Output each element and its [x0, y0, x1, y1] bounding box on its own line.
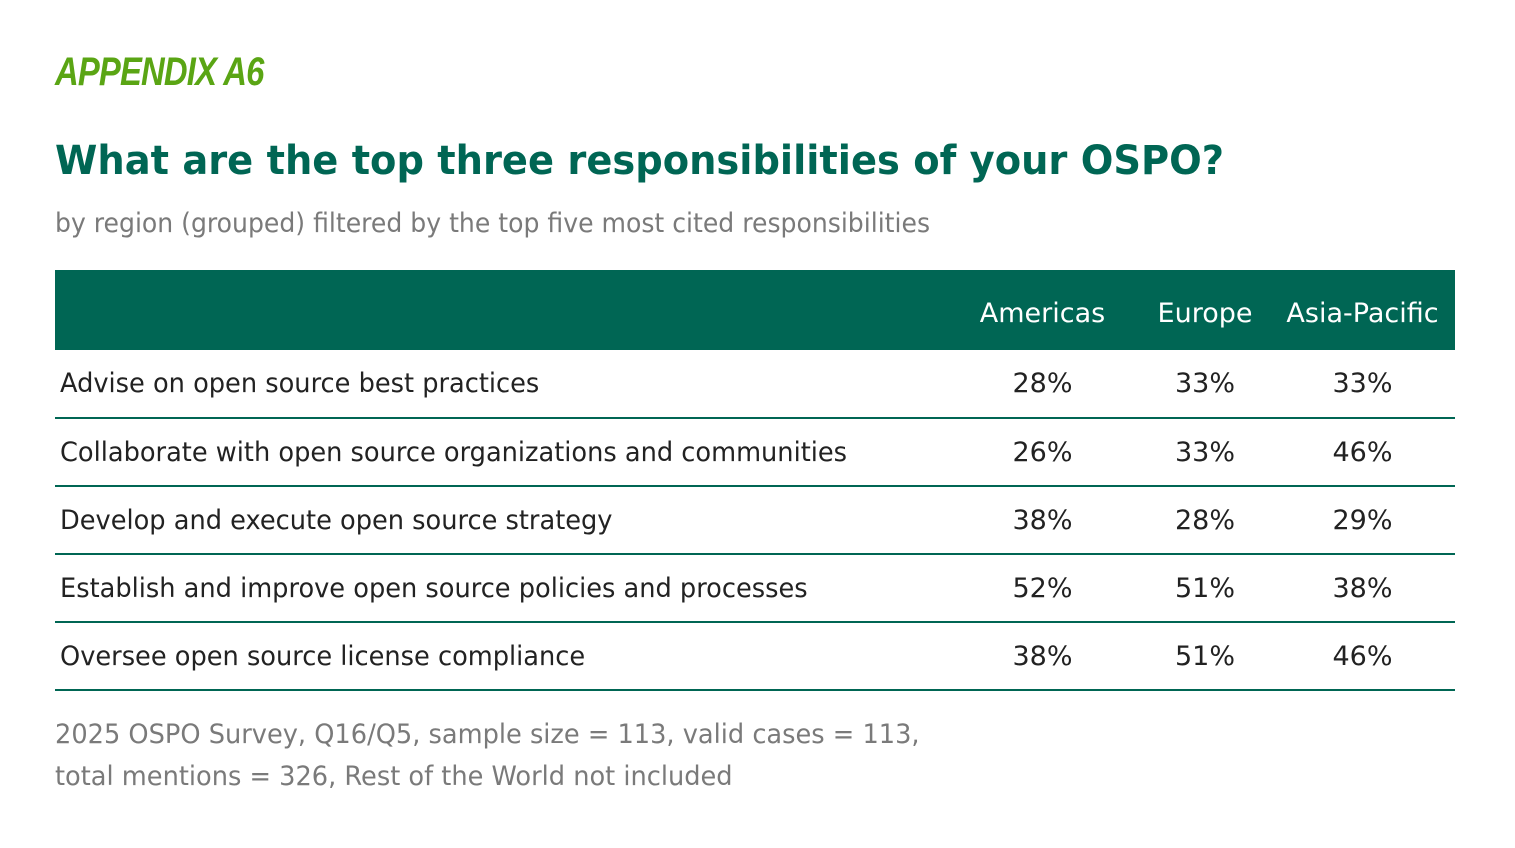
row-label-text: Oversee open source license compliance	[60, 640, 586, 672]
table-header-row: Americas Europe Asia-Pacific	[55, 270, 1455, 350]
asia-pacific-value: 33%	[1270, 350, 1455, 419]
table-row: Develop and execute open source strategy…	[55, 486, 1455, 555]
row-label: Collaborate with open source organizatio…	[55, 418, 945, 487]
row-label-text: Advise on open source best practices	[60, 368, 540, 399]
europe-value: 33%	[1140, 350, 1270, 419]
row-label-text: Develop and execute open source strategy	[60, 504, 613, 536]
page-title: What are the top three responsibilities …	[55, 138, 1225, 184]
row-label-text: Establish and improve open source polici…	[60, 572, 808, 604]
table-row: Advise on open source best practices 28%…	[55, 350, 1455, 419]
europe-value: 28%	[1140, 486, 1270, 555]
americas-value: 38%	[945, 622, 1140, 691]
footnote-line-1: 2025 OSPO Survey, Q16/Q5, sample size = …	[55, 719, 920, 750]
table-row: Oversee open source license compliance 3…	[55, 622, 1455, 691]
asia-pacific-value: 38%	[1270, 554, 1455, 623]
row-label-text: Collaborate with open source organizatio…	[60, 436, 848, 468]
americas-value: 38%	[945, 486, 1140, 555]
column-header-europe: Europe	[1140, 270, 1270, 350]
footnote: 2025 OSPO Survey, Q16/Q5, sample size = …	[55, 714, 965, 798]
europe-value: 51%	[1140, 554, 1270, 623]
responsibilities-table: Americas Europe Asia-Pacific Advise on o…	[55, 270, 1455, 691]
americas-value: 28%	[945, 350, 1140, 419]
table-row: Collaborate with open source organizatio…	[55, 418, 1455, 487]
column-header-americas: Americas	[945, 270, 1140, 350]
europe-value: 51%	[1140, 622, 1270, 691]
row-label: Develop and execute open source strategy	[55, 486, 945, 555]
page-subtitle: by region (grouped) filtered by the top …	[55, 208, 931, 239]
row-label: Advise on open source best practices	[55, 350, 945, 419]
americas-value: 52%	[945, 554, 1140, 623]
asia-pacific-value: 29%	[1270, 486, 1455, 555]
americas-value: 26%	[945, 418, 1140, 487]
row-label: Establish and improve open source polici…	[55, 554, 945, 623]
column-header-label	[55, 270, 945, 350]
row-label: Oversee open source license compliance	[55, 622, 945, 691]
appendix-label: APPENDIX A6	[55, 50, 264, 94]
table-row: Establish and improve open source polici…	[55, 554, 1455, 623]
asia-pacific-value: 46%	[1270, 622, 1455, 691]
asia-pacific-value: 46%	[1270, 418, 1455, 487]
column-header-asia-pacific: Asia-Pacific	[1270, 270, 1455, 350]
footnote-line-2: total mentions = 326, Rest of the World …	[55, 761, 733, 792]
europe-value: 33%	[1140, 418, 1270, 487]
